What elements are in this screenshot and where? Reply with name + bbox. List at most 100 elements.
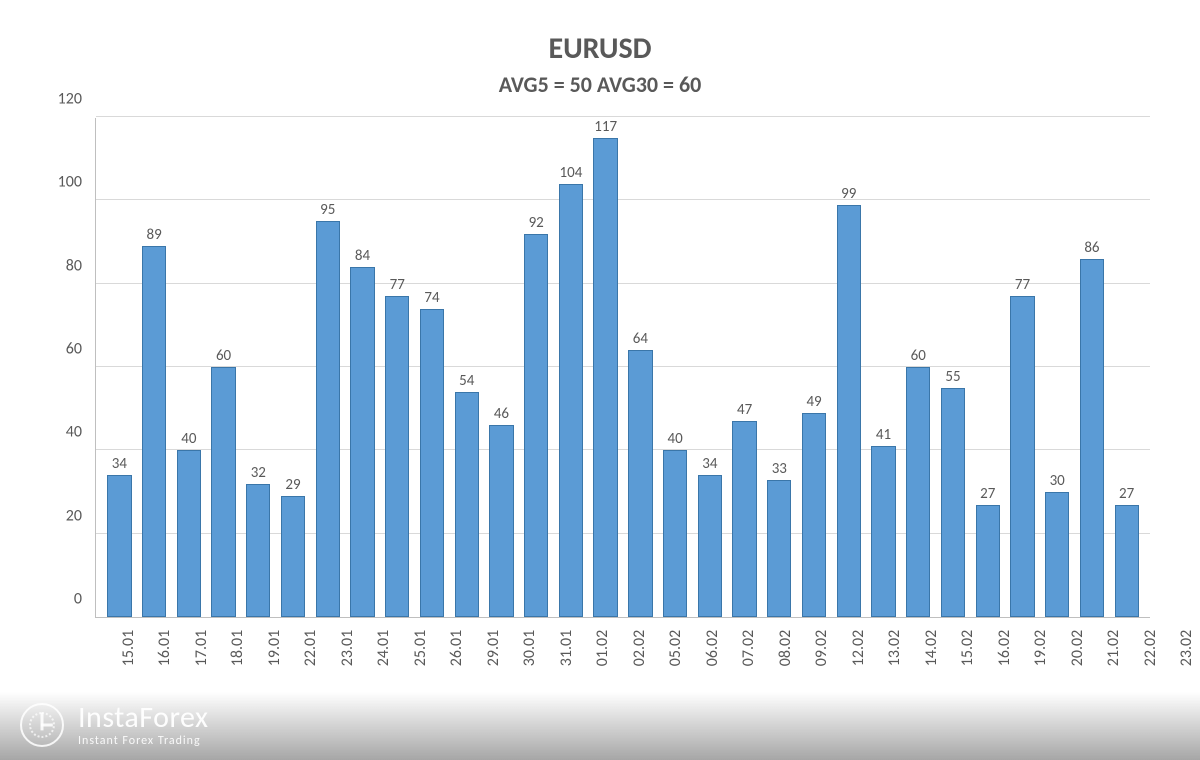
x-tick-label: 30.01 [521,630,540,666]
y-tick-label: 100 [58,173,82,192]
bar-value-label: 46 [494,405,509,423]
bar [281,496,305,617]
x-tick-label: 18.01 [229,630,248,666]
x-tick-label: 09.02 [812,630,831,666]
y-axis: 020406080100120 [40,118,90,618]
y-tick-label: 20 [66,506,82,525]
x-tick-label: 07.02 [739,630,758,666]
bar-slot: 46 [484,118,519,617]
x-tick-label: 22.02 [1141,630,1160,666]
bar [350,267,374,617]
x-tick-label: 19.02 [1031,630,1050,666]
bar-value-label: 89 [146,226,161,244]
bar-value-label: 27 [1119,485,1134,503]
bar-value-label: 34 [112,455,127,473]
bar-slot: 77 [1005,118,1040,617]
bar-slot: 104 [554,118,589,617]
bar [489,425,513,617]
x-tick-label: 06.02 [703,630,722,666]
bar-value-label: 92 [529,214,544,232]
bar-slot: 84 [345,118,380,617]
x-tick-label: 13.02 [885,630,904,666]
bar-slot: 32 [241,118,276,617]
bar-value-label: 47 [737,401,752,419]
bar [698,475,722,617]
x-tick-label: 01.02 [594,630,613,666]
bar-slot: 86 [1075,118,1110,617]
x-tick-label: 23.02 [1177,630,1196,666]
bar-value-label: 27 [980,485,995,503]
bar-slot: 55 [936,118,971,617]
gridline [96,116,1150,117]
bar-value-label: 33 [772,460,787,478]
bar-slot: 29 [276,118,311,617]
bar-value-label: 95 [320,201,335,219]
x-tick-label: 15.02 [958,630,977,666]
y-tick-label: 40 [66,423,82,442]
bar-value-label: 64 [633,330,648,348]
bar-value-label: 99 [841,185,856,203]
bar-value-label: 41 [876,426,891,444]
bar [663,450,687,617]
bar-slot: 92 [519,118,554,617]
bars-container: 34 89 40 60 32 29 95 84 77 74 54 46 92 104 117 64 40 34 47… [96,118,1150,617]
bar-slot: 95 [310,118,345,617]
bar-value-label: 29 [285,476,300,494]
bar-value-label: 117 [594,118,617,136]
bar-value-label: 84 [355,247,370,265]
bar [802,413,826,617]
bar [906,367,930,617]
bar-value-label: 77 [1015,276,1030,294]
bar [1115,505,1139,618]
bar-value-label: 77 [390,276,405,294]
bar-slot: 117 [588,118,623,617]
bar [837,205,861,618]
bar-value-label: 54 [459,372,474,390]
x-tick-label: 25.01 [411,630,430,666]
chart-card: EURUSD AVG5 = 50 AVG30 = 60 020406080100… [40,30,1160,730]
x-tick-label: 15.01 [119,630,138,666]
x-tick-label: 23.01 [338,630,357,666]
x-tick-label: 14.02 [922,630,941,666]
bar-slot: 54 [449,118,484,617]
x-tick-label: 16.02 [995,630,1014,666]
plot-area-wrapper: 020406080100120 348940603229958477745446… [40,118,1160,618]
bar [559,184,583,617]
brand-slogan: Instant Forex Trading [78,735,209,748]
bar [455,392,479,617]
bar [177,450,201,617]
bar [871,446,895,617]
bar-slot: 89 [137,118,172,617]
bar-slot: 74 [415,118,450,617]
bar [107,475,131,617]
x-tick-label: 24.01 [375,630,394,666]
bar-value-label: 55 [945,368,960,386]
bar [211,367,235,617]
bar-value-label: 40 [181,430,196,448]
bar [420,309,444,617]
bar-value-label: 74 [424,289,439,307]
plot-area: 34 89 40 60 32 29 95 84 77 74 54 46 92 104 117 64 40 34 47… [95,118,1150,618]
y-tick-label: 80 [66,256,82,275]
bar-slot: 40 [171,118,206,617]
chart-title: EURUSD [40,30,1160,67]
bar-value-label: 34 [702,455,717,473]
bar-slot: 64 [623,118,658,617]
bar-value-label: 86 [1084,239,1099,257]
bar [385,296,409,617]
chart-frame: EURUSD AVG5 = 50 AVG30 = 60 020406080100… [0,0,1200,760]
bar-value-label: 60 [911,347,926,365]
x-tick-label: 22.01 [302,630,321,666]
x-tick-label: 21.02 [1104,630,1123,666]
bar-slot: 40 [658,118,693,617]
bar-slot: 34 [102,118,137,617]
bar [732,421,756,617]
bar-slot: 30 [1040,118,1075,617]
bar-value-label: 32 [251,464,266,482]
bar-slot: 27 [1109,118,1144,617]
bar [1010,296,1034,617]
x-tick-label: 16.01 [156,630,175,666]
bar-slot: 60 [901,118,936,617]
bar-slot: 77 [380,118,415,617]
bar [316,221,340,617]
